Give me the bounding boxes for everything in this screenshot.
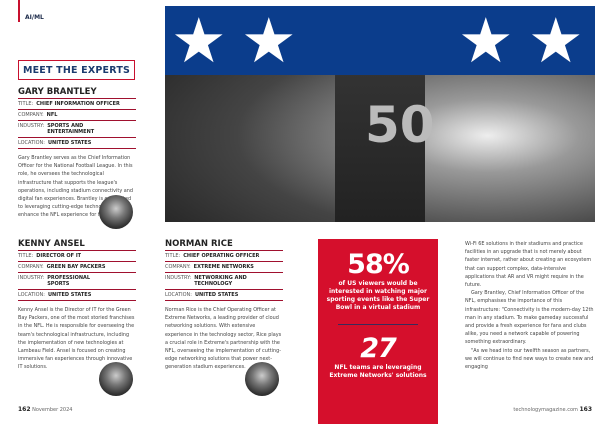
expert-bio: Kenny Ansel is the Director of IT for th… xyxy=(18,307,135,371)
label: COMPANY: xyxy=(165,264,191,270)
value: SPORTS AND ENTERTAINMENT xyxy=(47,123,95,135)
star-icon: ★ xyxy=(241,4,297,77)
article-paragraph: Gary Brantley, Chief Information Officer… xyxy=(465,290,594,346)
label: LOCATION: xyxy=(165,292,192,298)
expert-title-row: TITLE: CHIEF OPERATING OFFICER xyxy=(165,251,283,262)
stat-text: NFL teams are leveraging Extreme Network… xyxy=(329,364,427,379)
section-marker xyxy=(18,0,20,22)
star-icon: ★ xyxy=(458,4,514,77)
label: INDUSTRY: xyxy=(165,275,192,281)
page-heading: MEET THE EXPERTS xyxy=(18,60,135,80)
stat-value: 58% xyxy=(347,249,410,280)
stat-value: 27 xyxy=(360,333,397,364)
flag-band: ★ ★ ★ ★ xyxy=(165,6,595,75)
divider xyxy=(338,324,418,325)
label: COMPANY: xyxy=(18,112,44,118)
stats-panel: 58% of US viewers would be interested in… xyxy=(318,239,438,424)
expert-bio: Norman Rice is the Chief Operating Offic… xyxy=(165,307,282,371)
article-column: Wi-Fi 6E solutions in their stadiums and… xyxy=(465,240,595,371)
expert-location-row: LOCATION: UNITED STATES xyxy=(18,138,136,149)
expert-card: GARY BRANTLEY TITLE: CHIEF INFORMATION OF… xyxy=(18,87,136,220)
expert-location-row: LOCATION: UNITED STATES xyxy=(18,290,136,301)
page-number: 162 xyxy=(18,406,31,413)
jersey-number: 50 xyxy=(365,96,435,154)
expert-title-row: TITLE: CHIEF INFORMATION OFFICER xyxy=(18,99,136,110)
expert-company-row: COMPANY: NFL xyxy=(18,110,136,121)
label: TITLE: xyxy=(165,253,181,259)
avatar xyxy=(245,362,279,396)
expert-name: GARY BRANTLEY xyxy=(18,87,136,99)
expert-company-row: COMPANY: EXTREME NETWORKS xyxy=(165,262,283,273)
expert-bio: Gary Brantley serves as the Chief Inform… xyxy=(18,155,133,219)
expert-location-row: LOCATION: UNITED STATES xyxy=(165,290,283,301)
label: TITLE: xyxy=(18,101,34,107)
expert-name: NORMAN RICE xyxy=(165,239,283,251)
value: UNITED STATES xyxy=(47,140,92,146)
label: LOCATION: xyxy=(18,292,45,298)
site-url: technologymagazine.com xyxy=(513,407,578,413)
page-number: 163 xyxy=(579,406,592,413)
label: INDUSTRY: xyxy=(18,123,45,129)
expert-name: KENNY ANSEL xyxy=(18,239,136,251)
expert-industry-row: INDUSTRY: NETWORKING AND TECHNOLOGY xyxy=(165,273,283,290)
label: LOCATION: xyxy=(18,140,45,146)
star-icon: ★ xyxy=(171,4,227,77)
star-icon: ★ xyxy=(528,4,584,77)
expert-company-row: COMPANY: GREEN BAY PACKERS xyxy=(18,262,136,273)
label: INDUSTRY: xyxy=(18,275,45,281)
value: PROFESSIONAL SPORTS xyxy=(47,275,91,287)
value: DIRECTOR OF IT xyxy=(36,253,82,259)
label: COMPANY: xyxy=(18,264,44,270)
section-label: AI/ML xyxy=(25,14,44,21)
expert-industry-row: INDUSTRY: PROFESSIONAL SPORTS xyxy=(18,273,136,290)
article-paragraph: Wi-Fi 6E solutions in their stadiums and… xyxy=(465,241,592,289)
expert-title-row: TITLE: DIRECTOR OF IT xyxy=(18,251,136,262)
footer-left: 162 November 2024 xyxy=(18,406,72,413)
hero-photo: 50 ★ ★ ★ ★ xyxy=(165,6,595,222)
value: UNITED STATES xyxy=(47,292,92,298)
label: TITLE: xyxy=(18,253,34,259)
article-paragraph: "As we head into our twelfth season as p… xyxy=(465,347,594,371)
stat-text: of US viewers would be interested in wat… xyxy=(326,280,430,311)
expert-card: KENNY ANSEL TITLE: DIRECTOR OF IT COMPANY… xyxy=(18,239,136,372)
value: CHIEF INFORMATION OFFICER xyxy=(36,101,120,107)
value: UNITED STATES xyxy=(194,292,239,298)
avatar xyxy=(99,195,133,229)
footer-right: technologymagazine.com 163 xyxy=(513,406,592,413)
value: NFL xyxy=(46,112,58,118)
issue-date: November 2024 xyxy=(32,407,73,413)
expert-industry-row: INDUSTRY: SPORTS AND ENTERTAINMENT xyxy=(18,121,136,138)
value: EXTREME NETWORKS xyxy=(193,264,254,270)
value: CHIEF OPERATING OFFICER xyxy=(183,253,260,259)
avatar xyxy=(99,362,133,396)
value: GREEN BAY PACKERS xyxy=(46,264,106,270)
value: NETWORKING AND TECHNOLOGY xyxy=(194,275,247,287)
expert-card: NORMAN RICE TITLE: CHIEF OPERATING OFFICE… xyxy=(165,239,283,372)
